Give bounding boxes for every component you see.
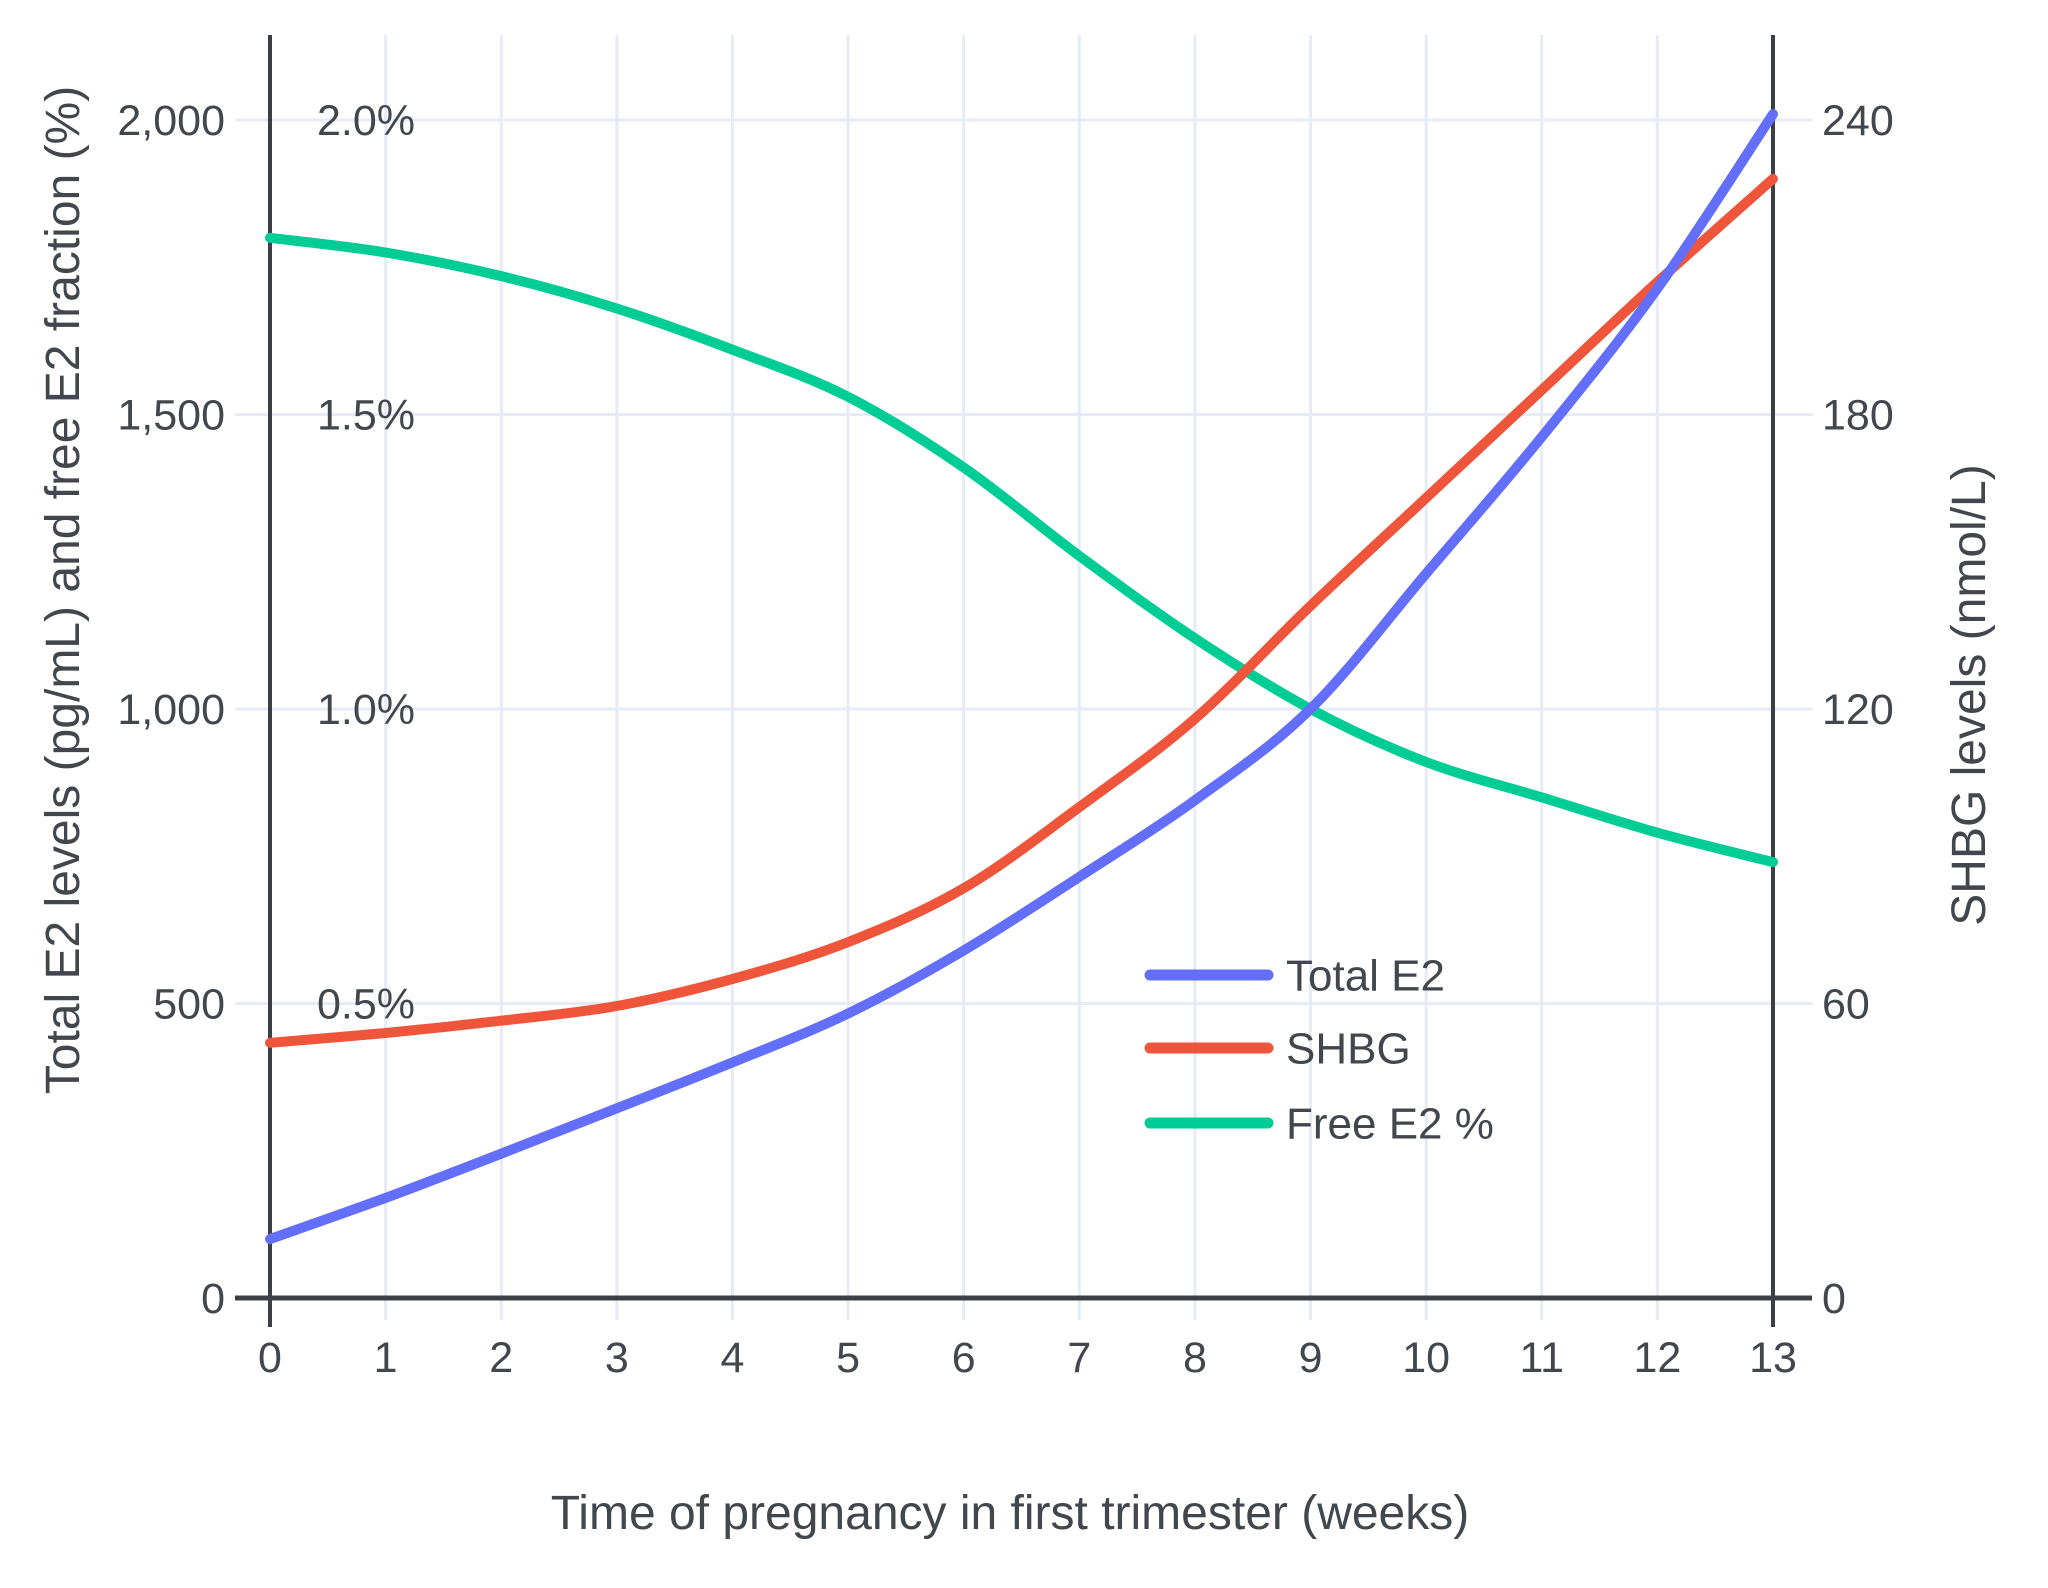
x-tick-label: 13 xyxy=(1749,1334,1797,1382)
legend-item-shbg[interactable]: SHBG xyxy=(1144,1024,1411,1073)
x-axis-title: Time of pregnancy in first trimester (we… xyxy=(551,1487,1469,1540)
x-tick-label: 5 xyxy=(836,1334,860,1382)
y-right-tick-label: 120 xyxy=(1822,686,1894,734)
y-right-tick-label: 60 xyxy=(1822,981,1870,1029)
pct-tick-label: 1.0% xyxy=(317,686,415,734)
legend-item-label: Total E2 xyxy=(1286,951,1445,1000)
y-left-tick-label: 1,000 xyxy=(117,686,225,734)
series-line-free-e2- xyxy=(265,232,1778,868)
series-line-total-e2 xyxy=(265,109,1778,1245)
x-tick-label: 2 xyxy=(489,1334,513,1382)
x-tick-label: 0 xyxy=(258,1334,282,1382)
y-right-tick-label: 0 xyxy=(1822,1275,1846,1323)
y-right-tick-label: 180 xyxy=(1822,392,1894,440)
axis-labels: 05001,0001,5002,0000.5%1.0%1.5%2.0%06012… xyxy=(117,97,1893,1382)
legend-item-label: SHBG xyxy=(1286,1024,1411,1073)
legend: Total E2 SHBG Free E2 % xyxy=(1144,951,1494,1148)
legend-item-label: Free E2 % xyxy=(1286,1099,1494,1148)
y-axis-right-title: SHBG levels (nmol/L) xyxy=(1943,464,1996,925)
x-tick-label: 4 xyxy=(721,1334,745,1382)
gridlines xyxy=(235,35,1813,1320)
y-left-tick-label: 1,500 xyxy=(117,392,225,440)
pct-tick-label: 2.0% xyxy=(317,97,415,145)
x-tick-label: 10 xyxy=(1402,1334,1450,1382)
legend-item-total-e2[interactable]: Total E2 xyxy=(1144,951,1445,1000)
x-tick-label: 6 xyxy=(952,1334,976,1382)
x-tick-label: 12 xyxy=(1633,1334,1681,1382)
x-tick-label: 7 xyxy=(1067,1334,1091,1382)
series-lines xyxy=(265,109,1778,1245)
x-tick-label: 8 xyxy=(1183,1334,1207,1382)
pct-tick-label: 0.5% xyxy=(317,981,415,1029)
y-axis-left-title: Total E2 levels (pg/mL) and free E2 frac… xyxy=(37,86,90,1094)
pct-tick-label: 1.5% xyxy=(317,392,415,440)
x-tick-label: 11 xyxy=(1519,1334,1564,1382)
x-tick-label: 1 xyxy=(374,1334,398,1382)
y-left-tick-label: 0 xyxy=(201,1275,225,1323)
x-tick-label: 9 xyxy=(1299,1334,1323,1382)
legend-item-free-e2-[interactable]: Free E2 % xyxy=(1144,1099,1494,1148)
y-left-tick-label: 2,000 xyxy=(117,97,225,145)
y-right-tick-label: 240 xyxy=(1822,97,1894,145)
y-left-tick-label: 500 xyxy=(153,981,225,1029)
series-line-shbg xyxy=(265,173,1778,1048)
x-tick-label: 3 xyxy=(605,1334,629,1382)
